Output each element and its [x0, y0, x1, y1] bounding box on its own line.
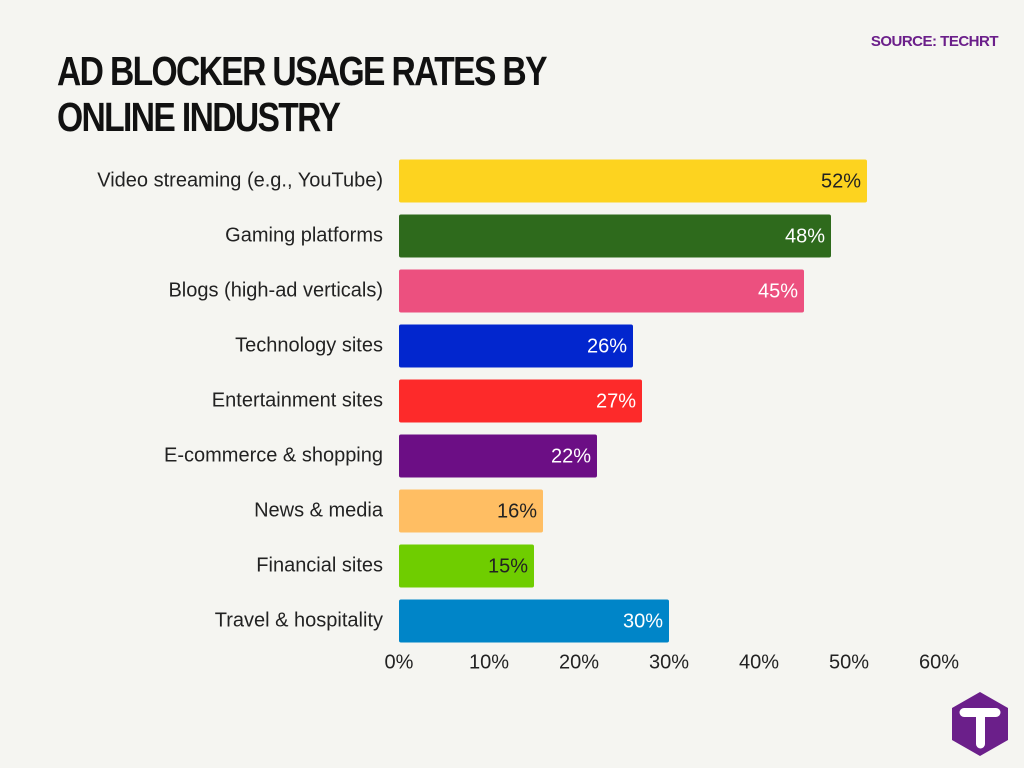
x-tick-label: 60%: [919, 651, 959, 673]
x-tick-label: 40%: [739, 651, 779, 673]
bar: [399, 324, 633, 368]
y-tick-label: Travel & hospitality: [215, 609, 383, 631]
bar: [399, 489, 543, 533]
y-tick-label: Entertainment sites: [212, 389, 383, 411]
chart-title: AD BLOCKER USAGE RATES BY ONLINE INDUSTR…: [57, 48, 547, 140]
bar: [399, 159, 867, 203]
y-tick-label: E-commerce & shopping: [164, 444, 383, 466]
source: SOURCE: TECHRT: [870, 33, 999, 50]
x-tick-label: 0%: [385, 651, 414, 673]
value-label: 30%: [623, 610, 663, 632]
y-tick-label: Video streaming (e.g., YouTube): [97, 169, 383, 191]
value-label: 16%: [497, 500, 537, 522]
bar: [399, 269, 804, 313]
bar: [399, 379, 642, 423]
value-label: 22%: [551, 445, 591, 467]
bar: [399, 434, 597, 478]
logo: [952, 692, 1008, 756]
x-tick-label: 50%: [829, 651, 869, 673]
value-label: 15%: [488, 555, 528, 577]
value-label: 45%: [758, 280, 798, 302]
x-tick-label: 30%: [649, 651, 689, 673]
bar: [399, 599, 669, 643]
bar: [399, 214, 831, 258]
x-tick-label: 20%: [559, 651, 599, 673]
x-tick-label: 10%: [469, 651, 509, 673]
bar: [399, 544, 534, 588]
y-tick-label: Technology sites: [235, 334, 383, 356]
value-label: 48%: [785, 225, 825, 247]
y-tick-label: Gaming platforms: [225, 224, 383, 246]
logo-letter: [959, 708, 1001, 749]
value-label: 27%: [596, 390, 636, 412]
value-label: 26%: [587, 335, 627, 357]
value-label: 52%: [821, 170, 861, 192]
y-tick-label: Blogs (high-ad verticals): [168, 279, 383, 301]
y-tick-label: News & media: [254, 499, 384, 521]
y-tick-label: Financial sites: [256, 554, 383, 576]
